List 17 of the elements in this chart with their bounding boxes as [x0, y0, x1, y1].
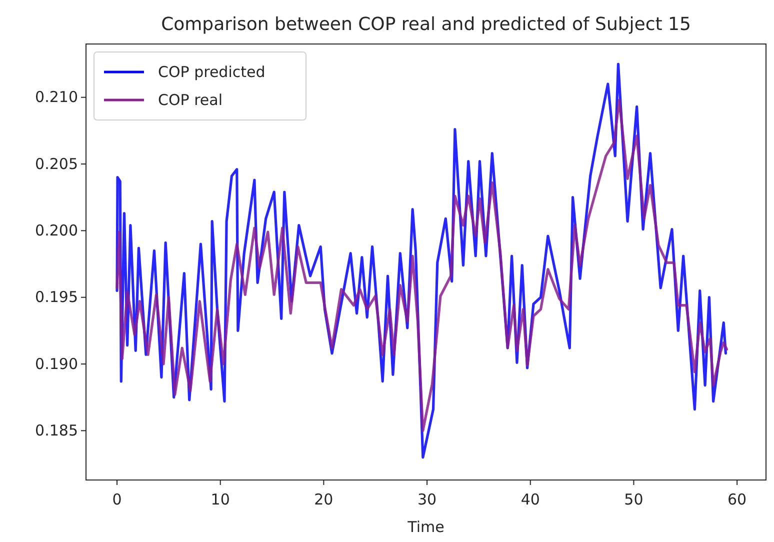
y-tick-label: 0.195 [35, 288, 78, 306]
legend-label: COP real [158, 91, 223, 109]
y-tick-label: 0.210 [35, 88, 78, 106]
x-tick-label: 20 [314, 490, 334, 508]
y-tick-label: 0.205 [35, 154, 78, 173]
y-tick-label: 0.190 [35, 354, 78, 373]
legend-label: COP predicted [158, 63, 266, 81]
x-tick-label: 30 [417, 490, 437, 508]
x-tick-label: 40 [520, 490, 540, 508]
x-axis-title: Time [406, 518, 444, 536]
x-tick-label: 50 [624, 490, 644, 508]
x-tick-label: 10 [210, 490, 230, 508]
x-tick-label: 60 [728, 490, 747, 508]
y-tick-label: 0.185 [35, 421, 78, 440]
y-tick-label: 0.200 [35, 221, 78, 240]
chart-title: Comparison between COP real and predicted of Subject 15 [161, 14, 691, 35]
x-tick-label: 0 [112, 490, 122, 508]
